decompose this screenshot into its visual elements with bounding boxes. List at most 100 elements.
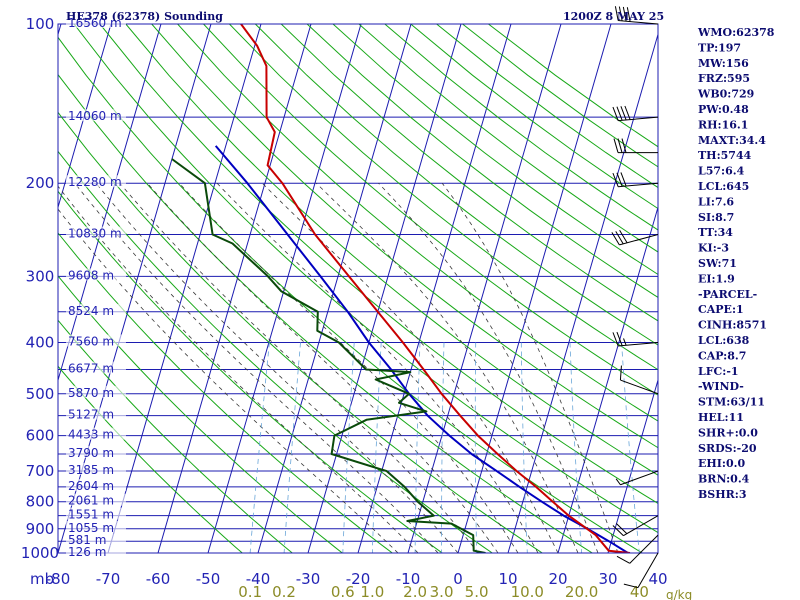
mixing-ratio-line xyxy=(342,342,355,553)
moist-adiabat-line xyxy=(216,182,539,553)
wind-barb-flag xyxy=(612,525,624,537)
height-label-bg xyxy=(66,427,126,440)
dry-adiabat-line xyxy=(203,24,658,396)
mixing-ratio-label: 2.0 xyxy=(403,583,427,600)
temperature-tick-label: -60 xyxy=(146,570,171,588)
stability-index: TP:197 xyxy=(698,41,741,54)
stability-index: -PARCEL- xyxy=(698,288,757,301)
height-label: 3185 m xyxy=(68,463,114,477)
wind-barb-flag xyxy=(613,138,619,153)
wind-barb-flag xyxy=(616,331,623,346)
wind-barb-shaft xyxy=(618,20,659,25)
isotherm-line xyxy=(507,32,658,553)
pressure-tick-label: 900 xyxy=(26,520,55,538)
temperature-tick-label: -20 xyxy=(346,570,371,588)
mixing-ratio-label: 3.0 xyxy=(430,583,454,600)
wind-barb-shaft xyxy=(637,552,659,588)
moist-adiabat-line xyxy=(378,182,599,553)
dry-adiabat-line xyxy=(229,24,658,371)
wind-barb-flag xyxy=(616,172,623,187)
wind-barb-flag xyxy=(615,231,624,245)
dewpoint-profile-line xyxy=(171,158,486,553)
temperature-profile-line xyxy=(240,24,631,553)
height-label-bg xyxy=(66,545,126,557)
stability-index: EHI:0.0 xyxy=(698,457,745,470)
wind-barb-flag xyxy=(616,523,628,535)
stability-index: CINH:8571 xyxy=(698,319,767,332)
mixing-ratio-line xyxy=(283,342,301,553)
stability-index: BSHR:3 xyxy=(698,488,747,501)
stability-index: CAPE:1 xyxy=(698,303,744,316)
stability-index: TH:5744 xyxy=(698,149,752,162)
stability-index: CAP:8.7 xyxy=(698,349,746,362)
height-label: 9608 m xyxy=(68,268,114,282)
dry-adiabat-line xyxy=(151,24,658,449)
isotherm-line xyxy=(107,24,262,553)
temperature-tick-label: 30 xyxy=(598,570,617,588)
stability-index: SRDS:-20 xyxy=(698,442,757,455)
mixing-ratio-line xyxy=(474,342,477,553)
pressure-tick-label: 600 xyxy=(26,427,55,445)
isotherm-line xyxy=(407,24,562,553)
wind-barb-flag xyxy=(619,365,622,381)
isotherm-line xyxy=(357,24,512,553)
stability-index: EI:1.9 xyxy=(698,272,735,285)
dry-adiabat-line xyxy=(58,111,543,553)
stability-index: TT:34 xyxy=(698,226,733,239)
isotherm-line xyxy=(58,24,162,382)
wind-barb-flag xyxy=(620,172,627,187)
wind-barb-shaft xyxy=(619,234,659,246)
height-label-bg xyxy=(66,334,126,347)
height-label: 3790 m xyxy=(68,446,114,460)
dry-adiabat-line xyxy=(58,275,343,553)
pressure-tick-label: 800 xyxy=(26,493,55,511)
chart-timestamp: 1200Z 8 MAY 25 xyxy=(563,10,664,23)
parcel-profile-line xyxy=(214,145,629,553)
wind-barb-half-flag xyxy=(623,338,627,346)
plot-frame xyxy=(57,23,659,554)
stability-index: MAXT:34.4 xyxy=(698,134,766,147)
stability-index: -WIND- xyxy=(698,380,744,393)
mixing-ratio-line xyxy=(249,342,270,553)
height-label-bg xyxy=(66,16,126,28)
wind-barb-flag xyxy=(619,230,628,244)
height-label: 14060 m xyxy=(68,109,122,123)
pressure-tick-label: 500 xyxy=(26,385,55,403)
dry-adiabat-line xyxy=(254,24,658,346)
height-label-bg xyxy=(66,268,126,281)
mixing-ratio-line xyxy=(441,342,445,553)
height-label-bg xyxy=(66,520,126,533)
wind-barb-flag xyxy=(624,105,631,120)
height-label-bg xyxy=(66,385,126,398)
height-label-bg xyxy=(66,478,126,491)
wind-barb-shaft xyxy=(618,116,659,122)
wind-barb-flag xyxy=(621,138,627,153)
moist-adiabat-line xyxy=(95,182,459,553)
temperature-tick-label: -70 xyxy=(96,570,121,588)
isotherm-line xyxy=(557,205,658,553)
mixing-ratio-line xyxy=(569,342,582,553)
height-label: 1551 m xyxy=(68,508,114,522)
wind-barb-flag xyxy=(622,6,627,22)
dry-adiabat-line xyxy=(58,150,493,553)
stability-index: LI:7.6 xyxy=(698,195,734,208)
isotherm-line xyxy=(157,24,312,553)
wind-barb-shaft xyxy=(618,341,659,347)
temperature-tick-label: -50 xyxy=(196,570,221,588)
mixing-ratio-label: 0.6 xyxy=(331,583,355,600)
mixing-ratio-label: 10.0 xyxy=(511,583,544,600)
height-label: 581 m xyxy=(68,533,106,547)
dry-adiabat-line xyxy=(73,24,658,534)
height-label: 126 m xyxy=(68,545,106,559)
height-label-bg xyxy=(66,446,126,459)
stability-index: LCL:645 xyxy=(698,180,749,193)
wind-barb-flag xyxy=(612,332,619,347)
stability-index: FRZ:595 xyxy=(698,72,750,85)
height-label: 8524 m xyxy=(68,304,114,318)
chart-title: HE378 (62378) Sounding xyxy=(66,10,223,23)
mixing-ratio-label: 0.1 xyxy=(238,583,262,600)
mixing-ratio-label: 1.0 xyxy=(360,583,384,600)
height-label: 12280 m xyxy=(68,175,122,189)
temperature-tick-label: 40 xyxy=(648,570,667,588)
